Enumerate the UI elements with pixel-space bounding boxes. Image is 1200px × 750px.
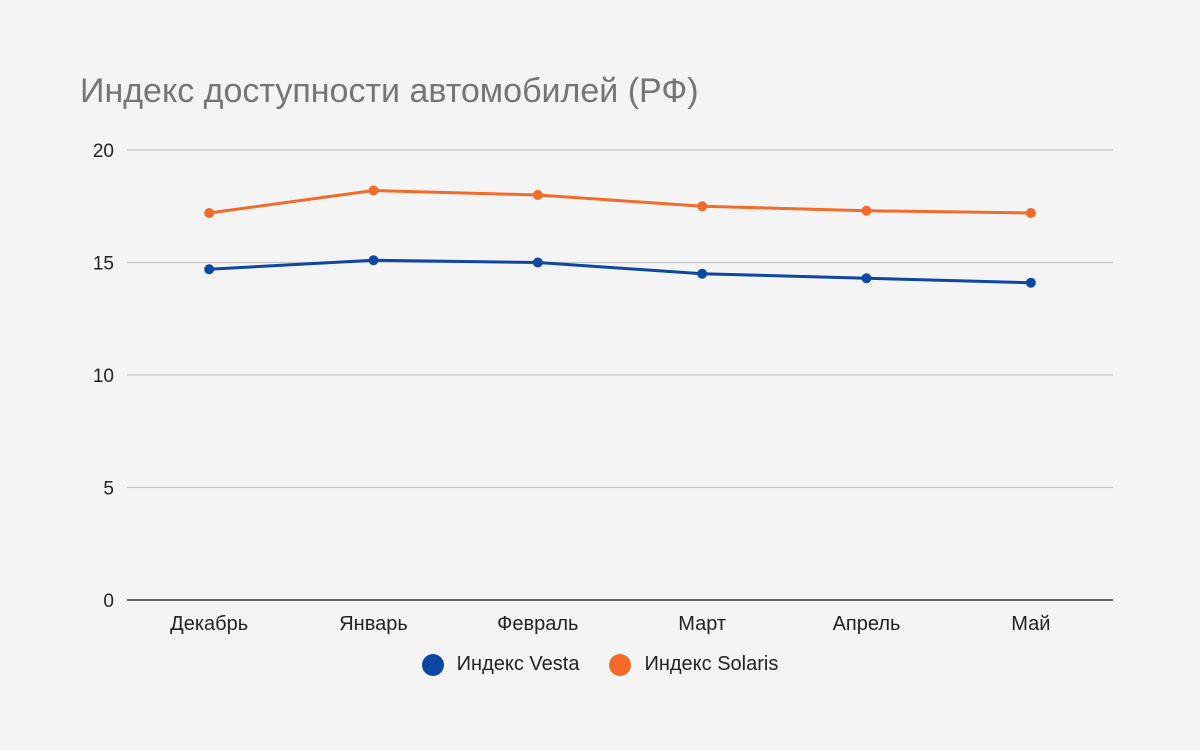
data-point-0 (1025, 277, 1036, 288)
data-point-0 (368, 255, 379, 266)
legend: Индекс Vesta Индекс Solaris (0, 653, 1200, 676)
x-tick-label: Январь (339, 613, 408, 635)
gridlines (127, 149, 1113, 601)
series-line-1 (207, 189, 1033, 215)
legend-label-solaris: Индекс Solaris (644, 653, 779, 675)
x-tick-label: Декабрь (170, 613, 248, 635)
x-tick-label: Март (678, 613, 726, 635)
y-tick-label: 15 (93, 254, 114, 275)
y-tick-label: 20 (93, 141, 114, 162)
data-point-1 (1025, 208, 1036, 218)
y-tick-label: 0 (103, 591, 114, 612)
data-point-0 (532, 257, 543, 268)
data-point-1 (368, 185, 379, 196)
series-layer (204, 185, 1036, 288)
x-tick-label: Апрель (833, 613, 901, 635)
data-point-1 (697, 201, 708, 212)
x-axis-ticks: Декабрь Январь Февраль Март Апрель Май (170, 613, 1050, 635)
data-point-1 (861, 205, 872, 216)
y-tick-label: 10 (93, 366, 114, 387)
x-tick-label: Май (1011, 613, 1050, 635)
data-point-0 (861, 273, 872, 284)
chart-title: Индекс доступности автомобилей (РФ) (80, 72, 699, 110)
legend-swatch-vesta (421, 653, 444, 676)
data-point-1 (532, 190, 543, 200)
legend-item-solaris[interactable]: Индекс Solaris (609, 653, 778, 676)
legend-item-vesta[interactable]: Индекс Vesta (421, 653, 580, 676)
data-point-0 (204, 264, 215, 275)
legend-swatch-solaris (609, 653, 632, 676)
y-tick-label: 5 (103, 479, 114, 500)
data-point-1 (204, 208, 215, 218)
x-tick-label: Февраль (497, 613, 578, 635)
y-axis-ticks: 0 5 10 15 20 (93, 141, 114, 612)
series-line-0 (207, 258, 1033, 285)
legend-label-vesta: Индекс Vesta (456, 653, 580, 675)
data-point-0 (697, 268, 708, 279)
